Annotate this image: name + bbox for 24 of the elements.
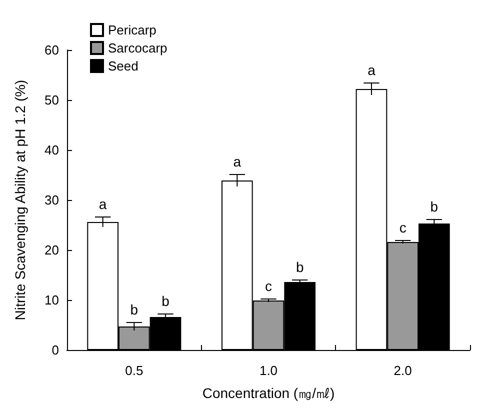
data-label: c (399, 220, 406, 236)
x-axis-title: Concentration (㎎/㎖) (202, 385, 335, 401)
x-tick-label: 0.5 (125, 363, 144, 378)
data-label: b (162, 293, 170, 309)
data-label: b (130, 302, 138, 318)
y-tick-label: 0 (52, 342, 59, 358)
legend-label: Pericarp (108, 22, 156, 38)
data-label: a (233, 154, 242, 170)
y-tick-label: 20 (44, 242, 59, 258)
x-tick-label: 1.0 (259, 363, 278, 378)
y-tick-label: 40 (44, 142, 59, 158)
y-tick-label: 30 (44, 192, 59, 208)
legend-label: Seed (108, 58, 138, 74)
x-tick-label: 2.0 (394, 363, 412, 378)
y-tick-label: 50 (44, 92, 59, 108)
y-axis-title: Nitrite Scavenging Ability at pH 1.2 (%) (12, 80, 28, 320)
data-label: b (296, 259, 304, 275)
legend-label: Sarcocarp (108, 40, 168, 56)
y-tick-label: 10 (44, 292, 59, 308)
data-label: a (98, 196, 107, 212)
data-label: c (265, 278, 272, 294)
data-label: b (430, 198, 438, 214)
y-tick-label: 60 (44, 42, 59, 58)
data-label: a (368, 62, 376, 78)
